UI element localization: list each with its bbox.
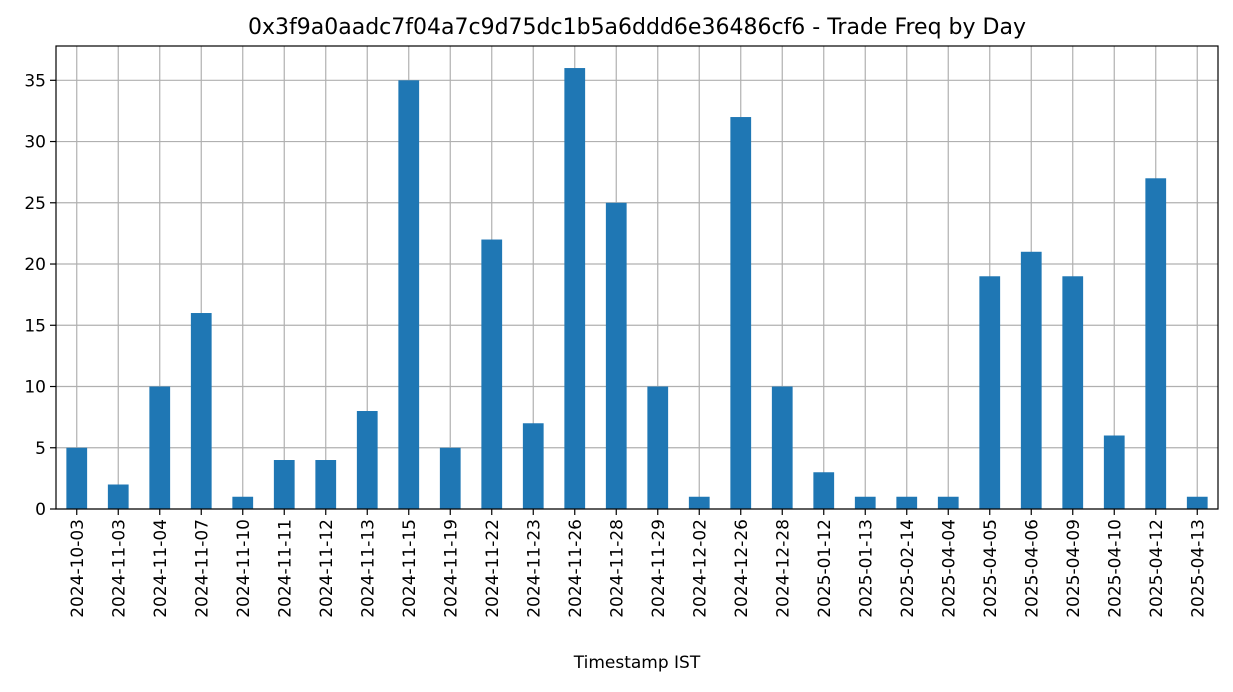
x-tick-label: 2024-11-23 [524, 519, 544, 618]
bar [232, 496, 254, 509]
x-tick-label: 2024-11-22 [483, 519, 503, 618]
x-tick-label: 2025-04-06 [1022, 519, 1042, 618]
x-tick-label: 2025-04-04 [939, 519, 959, 618]
bar [647, 386, 669, 509]
y-tick-label: 10 [24, 378, 46, 398]
bar [564, 68, 586, 510]
x-tick-label: 2025-04-12 [1147, 519, 1167, 618]
x-axis-label: Timestamp IST [573, 653, 701, 673]
x-tick-label: 2025-01-12 [815, 519, 835, 618]
bar [107, 484, 129, 509]
y-tick-label: 30 [24, 133, 46, 153]
bar [1145, 178, 1167, 510]
x-tick-label: 2024-11-10 [234, 519, 254, 618]
y-tick-label: 5 [35, 439, 46, 459]
bar [896, 496, 918, 509]
x-tick-label: 2024-11-29 [649, 519, 669, 618]
bar [356, 411, 378, 509]
bar [522, 423, 544, 509]
y-tick-label: 15 [24, 316, 46, 336]
y-tick-label: 25 [24, 194, 46, 214]
bars [66, 68, 1208, 510]
y-tick-label: 20 [24, 255, 46, 275]
x-tick-label: 2024-11-26 [566, 519, 586, 618]
bar [315, 460, 337, 509]
bar [439, 447, 461, 509]
x-tick-label: 2024-11-12 [317, 519, 337, 618]
plot-frame [55, 45, 1219, 510]
bar [854, 496, 876, 509]
bar [481, 239, 503, 509]
x-tick-label: 2024-11-13 [358, 519, 378, 618]
bar [605, 202, 627, 509]
x-tick-label: 2024-11-15 [400, 519, 420, 618]
bar [273, 460, 295, 509]
chart-title: 0x3f9a0aadc7f04a7c9d75dc1b5a6ddd6e36486c… [248, 15, 1026, 40]
x-tick-label: 2024-10-03 [68, 519, 88, 618]
bar [1020, 251, 1042, 509]
y-axis: 0 5 10 15 20 25 30 35 [24, 71, 56, 520]
x-tick-label: 2024-11-04 [151, 519, 171, 618]
x-tick-label: 2025-04-09 [1064, 519, 1084, 618]
x-tick-label: 2025-04-13 [1188, 519, 1208, 618]
bar [1103, 435, 1125, 509]
x-tick-label: 2025-04-10 [1105, 519, 1125, 618]
x-tick-label: 2024-12-26 [732, 519, 752, 618]
bar [771, 386, 793, 509]
bar [149, 386, 171, 509]
x-tick-label: 2024-11-28 [607, 519, 627, 618]
bar [190, 313, 212, 509]
x-tick-label: 2025-04-05 [981, 519, 1001, 618]
bar [398, 80, 420, 509]
y-tick-label: 0 [35, 500, 46, 520]
bar [688, 496, 710, 509]
x-tick-label: 2024-11-19 [441, 519, 461, 618]
x-tick-label: 2024-11-03 [109, 519, 129, 618]
y-tick-label: 35 [24, 71, 46, 91]
bar [1062, 276, 1084, 509]
x-tick-label: 2025-01-13 [856, 519, 876, 618]
bar [730, 117, 752, 509]
bar [1186, 496, 1208, 509]
x-tick-label: 2024-12-02 [690, 519, 710, 618]
grid [56, 46, 1218, 510]
x-axis: 2024-10-03 2024-11-03 2024-11-04 2024-11-07… [68, 509, 1208, 618]
bar [66, 447, 88, 509]
bar [937, 496, 959, 509]
x-tick-label: 2025-02-14 [898, 519, 918, 618]
x-tick-label: 2024-11-07 [192, 519, 212, 618]
x-tick-label: 2024-11-11 [275, 519, 295, 618]
x-tick-label: 2024-12-28 [773, 519, 793, 618]
bar [813, 472, 835, 509]
bar [979, 276, 1001, 509]
